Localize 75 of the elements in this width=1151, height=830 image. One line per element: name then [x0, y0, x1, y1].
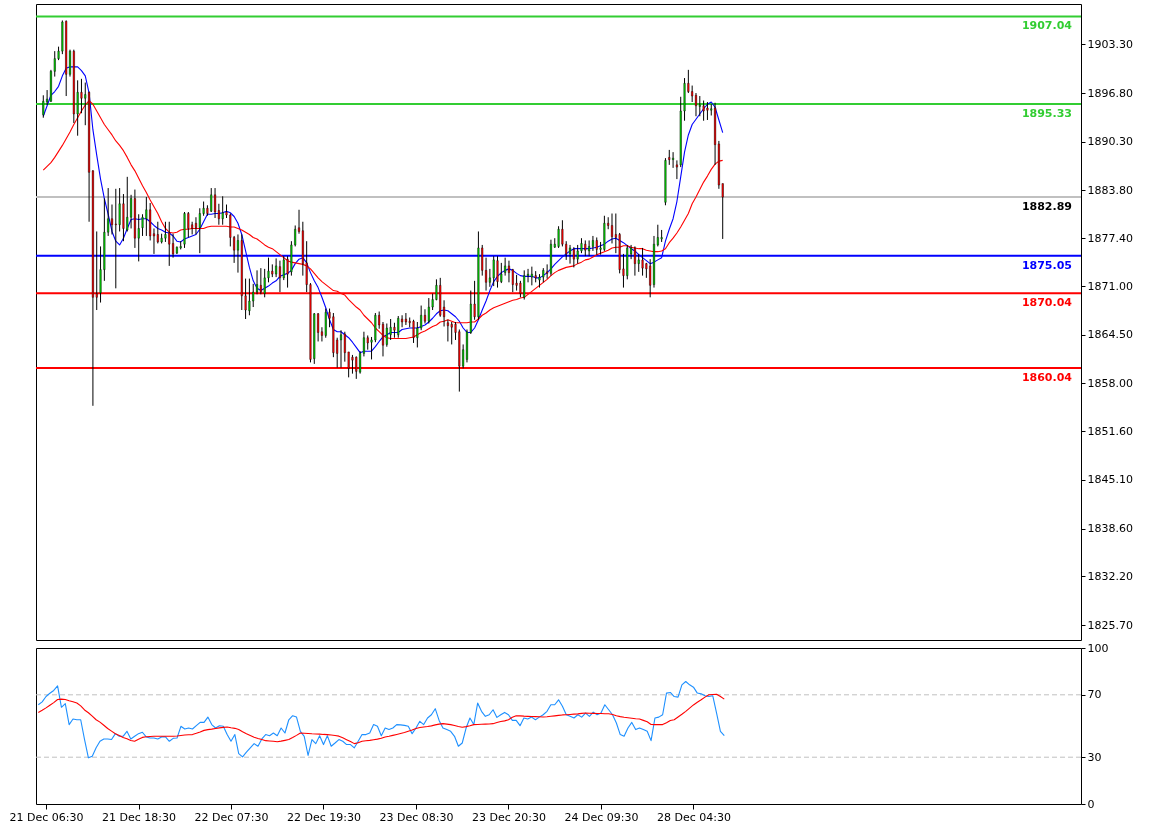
candlestick	[110, 204, 113, 235]
y-tick-label: 1896.80	[1087, 86, 1133, 100]
candlestick	[694, 92, 697, 117]
x-tick-label: 23 Dec 20:30	[471, 810, 546, 824]
candlestick	[118, 187, 121, 232]
y-tick-label: 0	[1087, 797, 1095, 811]
candlestick	[702, 100, 705, 122]
candlestick	[572, 246, 575, 268]
x-tick-label: 23 Dec 08:30	[379, 810, 454, 824]
candlestick	[141, 213, 144, 237]
candlestick	[427, 297, 430, 324]
candlestick	[698, 95, 701, 117]
candlestick	[198, 207, 201, 254]
y-tick-label: 30	[1087, 750, 1102, 764]
x-tick-label: 28 Dec 04:30	[656, 810, 731, 824]
candlestick	[500, 262, 503, 284]
y-tick-label: 1883.80	[1087, 183, 1133, 197]
x-tick-label: 22 Dec 07:30	[194, 810, 269, 824]
candlestick	[523, 269, 526, 301]
y-tick-label: 1845.10	[1087, 473, 1133, 487]
y-tick-label: 1871.00	[1087, 279, 1133, 293]
candlestick	[672, 151, 675, 169]
y-tick-label: 70	[1087, 688, 1102, 702]
candlestick	[172, 233, 175, 259]
ref-line-label: 1907.04	[1021, 19, 1073, 33]
candlestick	[126, 176, 129, 232]
y-tick-label: 1832.20	[1087, 569, 1133, 583]
candlestick	[557, 225, 560, 249]
candlestick	[492, 255, 495, 287]
ref-line-label: 1895.33	[1021, 107, 1072, 121]
candlestick	[194, 216, 197, 235]
x-tick-label: 21 Dec 18:30	[102, 810, 176, 824]
ref-line-label: 1875.05	[1021, 258, 1072, 272]
x-tick-label: 24 Dec 09:30	[564, 810, 639, 824]
candlestick	[42, 94, 45, 119]
y-tick-label: 1903.30	[1087, 37, 1133, 51]
candlestick	[591, 235, 594, 252]
candlestick	[263, 268, 266, 298]
candlestick	[641, 247, 644, 277]
candlestick	[340, 329, 343, 369]
candlestick	[397, 315, 400, 339]
candlestick	[611, 213, 614, 244]
candlestick	[248, 278, 251, 316]
candlestick	[404, 312, 407, 326]
candlestick	[633, 245, 636, 277]
candlestick	[221, 195, 224, 226]
x-tick-label: 22 Dec 19:30	[287, 810, 361, 824]
candlestick	[576, 244, 579, 265]
y-tick-label: 1858.00	[1087, 376, 1133, 390]
y-tick-label: 1851.60	[1087, 424, 1133, 438]
x-tick-label: 21 Dec 06:30	[9, 810, 84, 824]
candlestick	[145, 196, 148, 237]
candlestick	[569, 244, 572, 265]
candlestick	[389, 318, 392, 341]
candlestick	[507, 260, 510, 283]
ref-line-label: 1870.04	[1021, 296, 1073, 310]
y-tick-label: 1838.60	[1087, 522, 1133, 536]
y-tick-label: 1825.70	[1087, 618, 1133, 632]
candlestick	[588, 239, 591, 257]
line-series	[37, 693, 725, 745]
candlestick	[530, 266, 533, 286]
y-tick-label: 1890.30	[1087, 135, 1133, 149]
y-tick-label: 100	[1087, 641, 1109, 655]
candlestick	[168, 221, 171, 267]
candlestick	[164, 221, 167, 243]
candlestick	[385, 323, 388, 348]
candlestick	[653, 235, 655, 289]
line-series	[37, 680, 725, 759]
y-tick-label: 1864.50	[1087, 328, 1133, 342]
candlestick	[114, 188, 117, 289]
ref-line-label: 1860.04	[1021, 371, 1073, 385]
candlestick	[324, 308, 327, 339]
y-tick-label: 1877.40	[1087, 231, 1133, 245]
candlestick	[496, 255, 499, 289]
ref-line-label: 1882.89	[1021, 200, 1072, 214]
